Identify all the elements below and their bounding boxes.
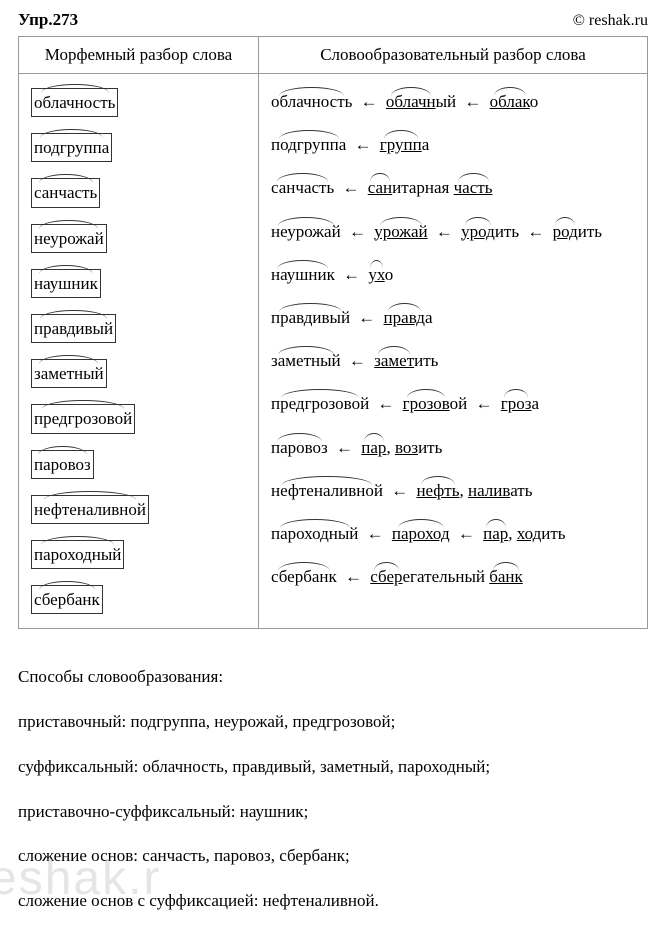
methods-title: Способы словообразования: [18,657,648,698]
method-line: приставочно-суффиксальный: наушник; [18,792,648,833]
derivation-cell: облачность ← облачный ← облако подгруппа… [259,74,648,629]
method-line: сложение основ: санчасть, паровоз, сберб… [18,836,648,877]
header-right: Словообразовательный разбор слова [259,37,648,74]
exercise-title: Упр.273 [18,10,78,30]
header-left: Морфемный разбор слова [19,37,259,74]
method-line: сложение основ с суффиксацией: нефтенали… [18,881,648,922]
method-line: приставочный: подгруппа, неурожай, предг… [18,702,648,743]
analysis-table: Морфемный разбор слова Словообразователь… [18,36,648,629]
methods-section: Способы словообразования: приставочный: … [18,657,648,922]
method-line: суффиксальный: облачность, правдивый, за… [18,747,648,788]
morphemic-cell: облачность подгруппа санчасть неурожай н… [19,74,259,629]
source-link: © reshak.ru [573,12,648,30]
